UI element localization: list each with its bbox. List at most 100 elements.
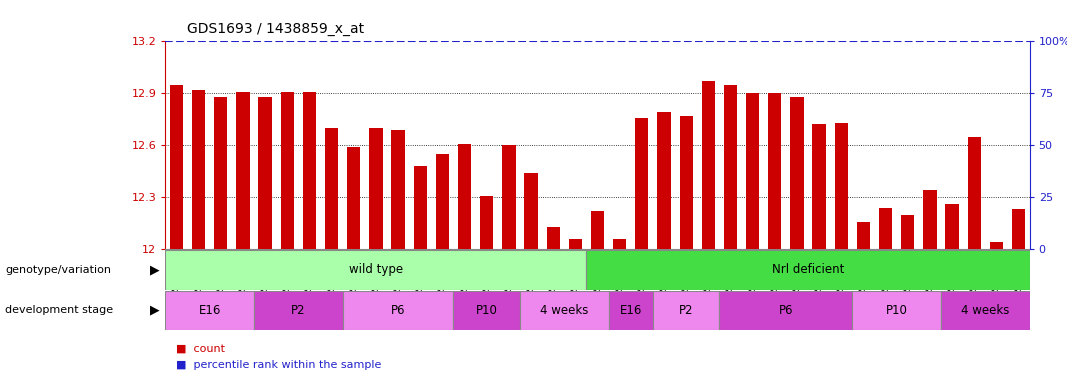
Text: E16: E16 <box>620 304 642 317</box>
Text: GSM92637: GSM92637 <box>437 251 447 297</box>
Text: GSM92631: GSM92631 <box>571 251 579 296</box>
Bar <box>990 243 1003 249</box>
Text: GSM92630: GSM92630 <box>548 251 558 296</box>
Bar <box>254 291 343 330</box>
Bar <box>791 97 803 249</box>
Bar <box>414 166 427 249</box>
Bar <box>281 92 293 249</box>
Text: 4 weeks: 4 weeks <box>961 304 1009 317</box>
Bar <box>435 154 449 249</box>
Text: GSM92635: GSM92635 <box>217 251 225 296</box>
Bar <box>453 291 520 330</box>
Text: GSM92644: GSM92644 <box>328 251 336 296</box>
Bar <box>458 144 472 249</box>
Text: GSM92636: GSM92636 <box>238 251 248 297</box>
Text: P2: P2 <box>679 304 694 317</box>
Text: ▶: ▶ <box>150 304 160 317</box>
Bar <box>165 250 587 290</box>
Text: GSM92638: GSM92638 <box>460 251 469 297</box>
Text: GSM92614: GSM92614 <box>616 251 624 296</box>
Bar <box>653 291 719 330</box>
Text: GSM92618: GSM92618 <box>881 251 890 296</box>
Text: GSM92634: GSM92634 <box>194 251 203 296</box>
Bar <box>591 211 604 249</box>
Bar <box>719 291 853 330</box>
Bar <box>369 128 383 249</box>
Text: GSM92633: GSM92633 <box>172 251 181 297</box>
Text: GSM92621: GSM92621 <box>682 251 690 296</box>
Text: GSM92626: GSM92626 <box>793 251 801 296</box>
Text: GSM92611: GSM92611 <box>970 251 978 296</box>
Text: GSM92632: GSM92632 <box>593 251 602 296</box>
Text: ■  count: ■ count <box>176 343 225 353</box>
Bar <box>343 291 453 330</box>
Bar <box>879 208 892 249</box>
Bar <box>857 222 870 249</box>
Bar <box>768 93 781 249</box>
Text: P2: P2 <box>291 304 305 317</box>
Bar <box>680 116 692 249</box>
Text: GSM92627: GSM92627 <box>814 251 824 296</box>
Bar <box>392 130 404 249</box>
Bar <box>723 85 737 249</box>
Text: GSM92628: GSM92628 <box>837 251 846 296</box>
Bar <box>214 97 227 249</box>
Bar <box>968 136 981 249</box>
Text: GSM92642: GSM92642 <box>283 251 291 296</box>
Text: GSM92612: GSM92612 <box>992 251 1001 296</box>
Bar <box>325 128 338 249</box>
Bar <box>902 215 914 249</box>
Bar <box>192 90 205 249</box>
Bar <box>569 239 582 249</box>
Text: GSM92624: GSM92624 <box>748 251 758 296</box>
Text: GSM92639: GSM92639 <box>482 251 491 296</box>
Text: Nrl deficient: Nrl deficient <box>771 263 844 276</box>
Text: GSM92629: GSM92629 <box>526 251 536 296</box>
Bar <box>524 173 538 249</box>
Text: GSM92619: GSM92619 <box>904 251 912 296</box>
Bar <box>746 93 760 249</box>
Bar <box>812 124 826 249</box>
Bar <box>520 291 608 330</box>
Bar <box>923 190 937 249</box>
Bar <box>165 291 254 330</box>
Bar <box>657 112 671 249</box>
Text: GSM92620: GSM92620 <box>925 251 935 296</box>
Text: GSM92641: GSM92641 <box>260 251 270 296</box>
Bar <box>258 97 272 249</box>
Text: GSM92640: GSM92640 <box>505 251 513 296</box>
Text: genotype/variation: genotype/variation <box>5 265 111 275</box>
Bar <box>480 196 493 249</box>
Text: GSM92615: GSM92615 <box>637 251 647 296</box>
Text: GSM92643: GSM92643 <box>305 251 314 296</box>
Text: GSM92616: GSM92616 <box>659 251 669 296</box>
Text: development stage: development stage <box>5 305 113 315</box>
Text: 4 weeks: 4 weeks <box>540 304 589 317</box>
Text: GSM92645: GSM92645 <box>349 251 359 296</box>
Bar <box>170 85 184 249</box>
Text: GSM92610: GSM92610 <box>947 251 957 296</box>
Bar <box>702 81 715 249</box>
Bar <box>303 92 316 249</box>
Bar <box>941 291 1030 330</box>
Bar <box>503 145 515 249</box>
Bar <box>546 227 560 249</box>
Text: GSM92617: GSM92617 <box>859 251 867 296</box>
Bar <box>945 204 959 249</box>
Text: GSM92613: GSM92613 <box>1014 251 1023 296</box>
Text: ■  percentile rank within the sample: ■ percentile rank within the sample <box>176 360 381 370</box>
Text: P6: P6 <box>779 304 793 317</box>
Text: GSM92622: GSM92622 <box>704 251 713 296</box>
Bar <box>853 291 941 330</box>
Text: GSM92647: GSM92647 <box>394 251 402 296</box>
Bar <box>614 239 626 249</box>
Text: E16: E16 <box>198 304 221 317</box>
Bar <box>635 117 649 249</box>
Bar <box>834 123 848 249</box>
Text: GSM92648: GSM92648 <box>416 251 425 296</box>
Text: ▶: ▶ <box>150 263 160 276</box>
Text: P6: P6 <box>391 304 405 317</box>
Text: GSM92625: GSM92625 <box>770 251 779 296</box>
Bar <box>608 291 653 330</box>
Bar <box>236 92 250 249</box>
